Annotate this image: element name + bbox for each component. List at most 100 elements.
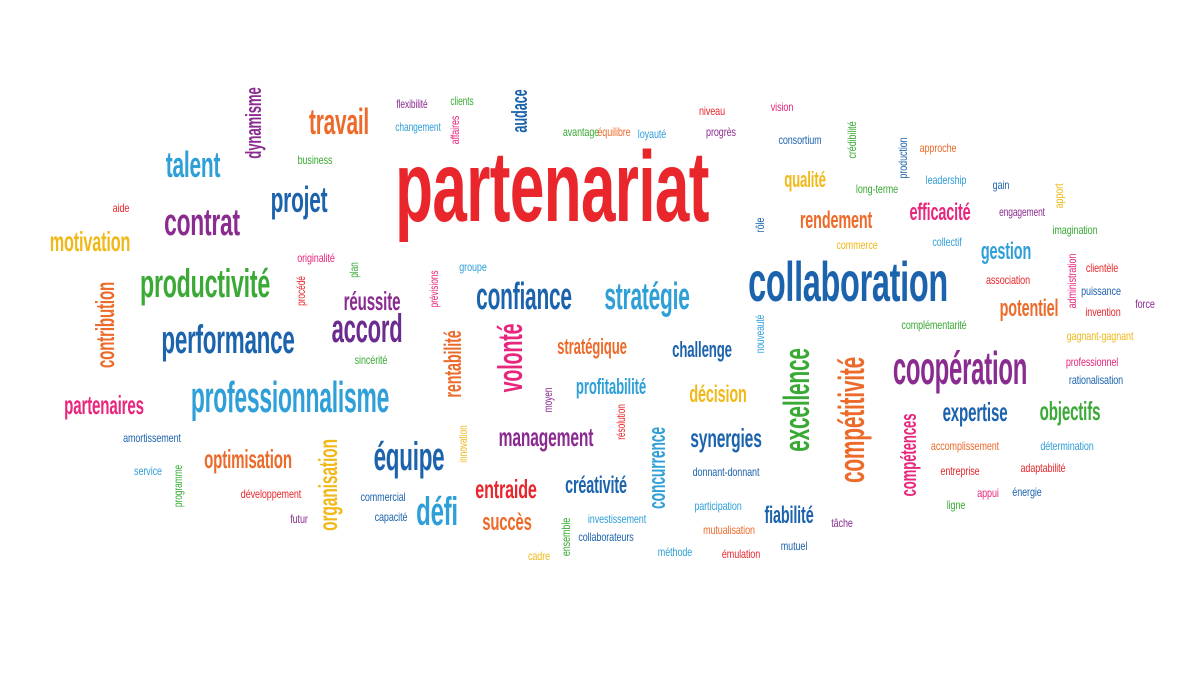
- word: fiabilité: [764, 502, 814, 529]
- word: procédé: [294, 276, 308, 306]
- word: synergies: [690, 423, 762, 453]
- word: management: [498, 422, 594, 452]
- word: capacité: [374, 510, 408, 524]
- word: imagination: [1052, 223, 1098, 237]
- word: vision: [770, 100, 794, 114]
- word: décision: [689, 381, 747, 408]
- word: sincérité: [354, 353, 388, 367]
- word: clients: [450, 94, 474, 108]
- word: travail: [308, 101, 370, 142]
- word: plan: [347, 262, 361, 278]
- word: commercial: [360, 490, 406, 504]
- word: mutuel: [780, 539, 808, 553]
- word: leadership: [925, 173, 967, 187]
- word: stratégique: [557, 334, 627, 359]
- word: gain: [992, 178, 1010, 192]
- word: approche: [919, 141, 957, 155]
- word: loyauté: [637, 127, 667, 141]
- word: équilibre: [597, 125, 631, 139]
- word: énergie: [1012, 485, 1042, 499]
- word: créativité: [565, 472, 627, 499]
- word: accomplissement: [930, 439, 1000, 453]
- word: talent: [165, 144, 221, 185]
- word: objectifs: [1039, 396, 1101, 426]
- word: cadre: [527, 549, 551, 563]
- word: professionnel: [1065, 355, 1119, 369]
- word: dynamisme: [241, 87, 266, 159]
- word: réussite: [343, 286, 401, 316]
- word: collaborateurs: [578, 530, 634, 544]
- word: administration: [1065, 253, 1079, 309]
- word: clientèle: [1085, 261, 1119, 275]
- word: collaboration: [748, 250, 948, 313]
- word: coopération: [892, 342, 1028, 394]
- word: collectif: [932, 235, 962, 249]
- word: niveau: [699, 104, 725, 118]
- word: nouveauté: [753, 314, 767, 354]
- word: optimisation: [204, 444, 292, 474]
- word: aide: [112, 201, 130, 215]
- word: groupe: [459, 260, 487, 274]
- word: rendement: [799, 207, 873, 234]
- word: succès: [482, 509, 532, 536]
- word: méthode: [657, 545, 693, 559]
- word: concurrence: [644, 426, 671, 510]
- word: rationalisation: [1068, 373, 1124, 387]
- word: prévisions: [427, 270, 441, 308]
- word: apport: [1052, 183, 1066, 209]
- word: invention: [1085, 305, 1121, 319]
- word: contribution: [90, 281, 120, 369]
- word: production: [896, 137, 910, 179]
- word: qualité: [784, 167, 826, 192]
- word: mutualisation: [703, 523, 755, 537]
- word: avantage: [562, 125, 600, 139]
- word: profitabilité: [575, 374, 647, 399]
- word: rentabilité: [440, 330, 467, 398]
- word: rôle: [753, 217, 767, 233]
- word: changement: [395, 120, 441, 134]
- word: contrat: [164, 202, 240, 244]
- word: long-terme: [855, 182, 899, 196]
- word: association: [985, 273, 1031, 287]
- word: accord: [331, 307, 403, 351]
- word: futur: [290, 512, 308, 526]
- word: compétitivité: [831, 356, 872, 484]
- word: progrès: [706, 125, 736, 139]
- word: donnant-donnant: [692, 465, 760, 479]
- word: investissement: [587, 512, 647, 526]
- word: gestion: [980, 238, 1032, 265]
- word: partenaires: [64, 390, 144, 420]
- word: organisation: [313, 439, 343, 531]
- word: commerce: [836, 238, 878, 252]
- word: force: [1135, 297, 1155, 311]
- word: puissance: [1081, 284, 1121, 298]
- word: productivité: [140, 262, 270, 306]
- word: défi: [416, 490, 458, 534]
- word: résolution: [614, 404, 628, 440]
- word: moyen: [541, 387, 555, 413]
- word: crédibilité: [845, 121, 859, 159]
- word: performance: [161, 318, 295, 362]
- word: programme: [171, 464, 185, 508]
- word: potentiel: [999, 295, 1059, 322]
- word: audace: [507, 89, 532, 133]
- word: complémentarité: [901, 318, 967, 332]
- word: motivation: [49, 226, 131, 257]
- word: détermination: [1040, 439, 1094, 453]
- word: engagement: [999, 205, 1045, 219]
- word: excellence: [776, 348, 817, 452]
- word: challenge: [672, 337, 732, 362]
- word: consortium: [778, 133, 822, 147]
- word: affaires: [448, 115, 462, 145]
- word: projet: [270, 179, 328, 220]
- word: gagnant-gagnant: [1066, 329, 1134, 343]
- word: développement: [240, 487, 302, 501]
- word: appui: [977, 486, 999, 500]
- word: confiance: [476, 276, 572, 318]
- word: adaptabilité: [1020, 461, 1066, 475]
- word: amortissement: [123, 431, 181, 445]
- word: expertise: [942, 397, 1008, 427]
- word: business: [297, 153, 333, 167]
- word: volonté: [492, 323, 530, 393]
